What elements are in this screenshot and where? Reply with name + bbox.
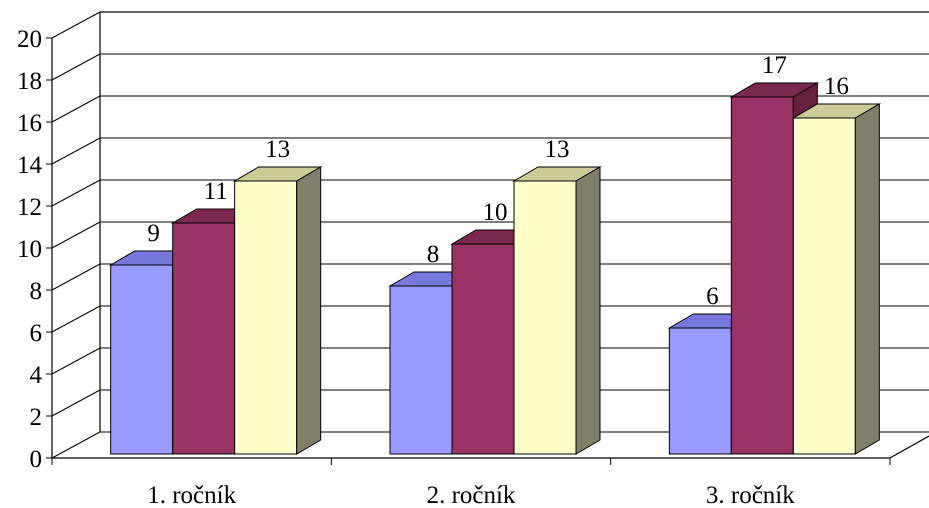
bar — [110, 264, 174, 455]
x-category-label: 3. ročník — [706, 482, 795, 508]
y-tick-label: 20 — [17, 26, 42, 53]
y-tick-label: 8 — [30, 278, 43, 305]
y-tick-label: 0 — [30, 446, 43, 473]
bar — [172, 222, 236, 455]
bar — [234, 180, 298, 455]
gridline-diagonal — [51, 179, 101, 207]
y-tick-label: 18 — [17, 68, 42, 95]
data-label: 10 — [483, 199, 508, 226]
x-category-label: 2. ročník — [427, 482, 516, 508]
data-label: 13 — [545, 136, 570, 163]
floor-right-edge — [889, 435, 929, 459]
x-category-label: 1. ročník — [147, 482, 236, 508]
y-tick-label: 2 — [30, 404, 43, 431]
y-tick-label: 16 — [17, 110, 42, 137]
bar-side — [854, 103, 880, 455]
bar-side — [575, 166, 601, 455]
bar — [389, 285, 453, 455]
y-tick-label: 4 — [30, 362, 43, 389]
bar — [730, 96, 794, 455]
gridline-diagonal — [51, 137, 101, 165]
gridline-diagonal — [51, 53, 101, 81]
chart-labels: 9 11 13 8 10 13 6 17 16 — [147, 52, 848, 310]
data-label: 16 — [824, 73, 849, 100]
bar-side — [296, 166, 322, 455]
gridline-diagonal — [51, 347, 101, 375]
data-label: 6 — [706, 283, 719, 310]
chart-axes: 0 2 4 6 8 10 12 14 16 18 20 1. ročník 2. ročník 3. ro… — [17, 26, 929, 508]
bar — [451, 243, 515, 455]
gridline-diagonal — [51, 431, 101, 459]
bar — [792, 117, 856, 455]
data-label: 17 — [762, 52, 787, 79]
data-label: 13 — [265, 136, 290, 163]
gridline-diagonal — [51, 11, 101, 39]
bar — [513, 180, 577, 455]
y-tick-label: 12 — [17, 194, 42, 221]
gridline-diagonal — [51, 263, 101, 291]
gridline-diagonal — [51, 305, 101, 333]
y-tick-label: 14 — [17, 152, 43, 179]
bar — [668, 327, 732, 455]
data-label: 11 — [204, 178, 228, 205]
data-label: 9 — [147, 220, 160, 247]
y-tick-label: 6 — [30, 320, 43, 347]
y-tick-label: 10 — [17, 236, 42, 263]
chart-bars — [108, 82, 882, 455]
data-label: 8 — [427, 241, 440, 268]
gridline-diagonal — [51, 95, 101, 123]
gridline-diagonal — [51, 221, 101, 249]
gridline-diagonal — [51, 389, 101, 417]
